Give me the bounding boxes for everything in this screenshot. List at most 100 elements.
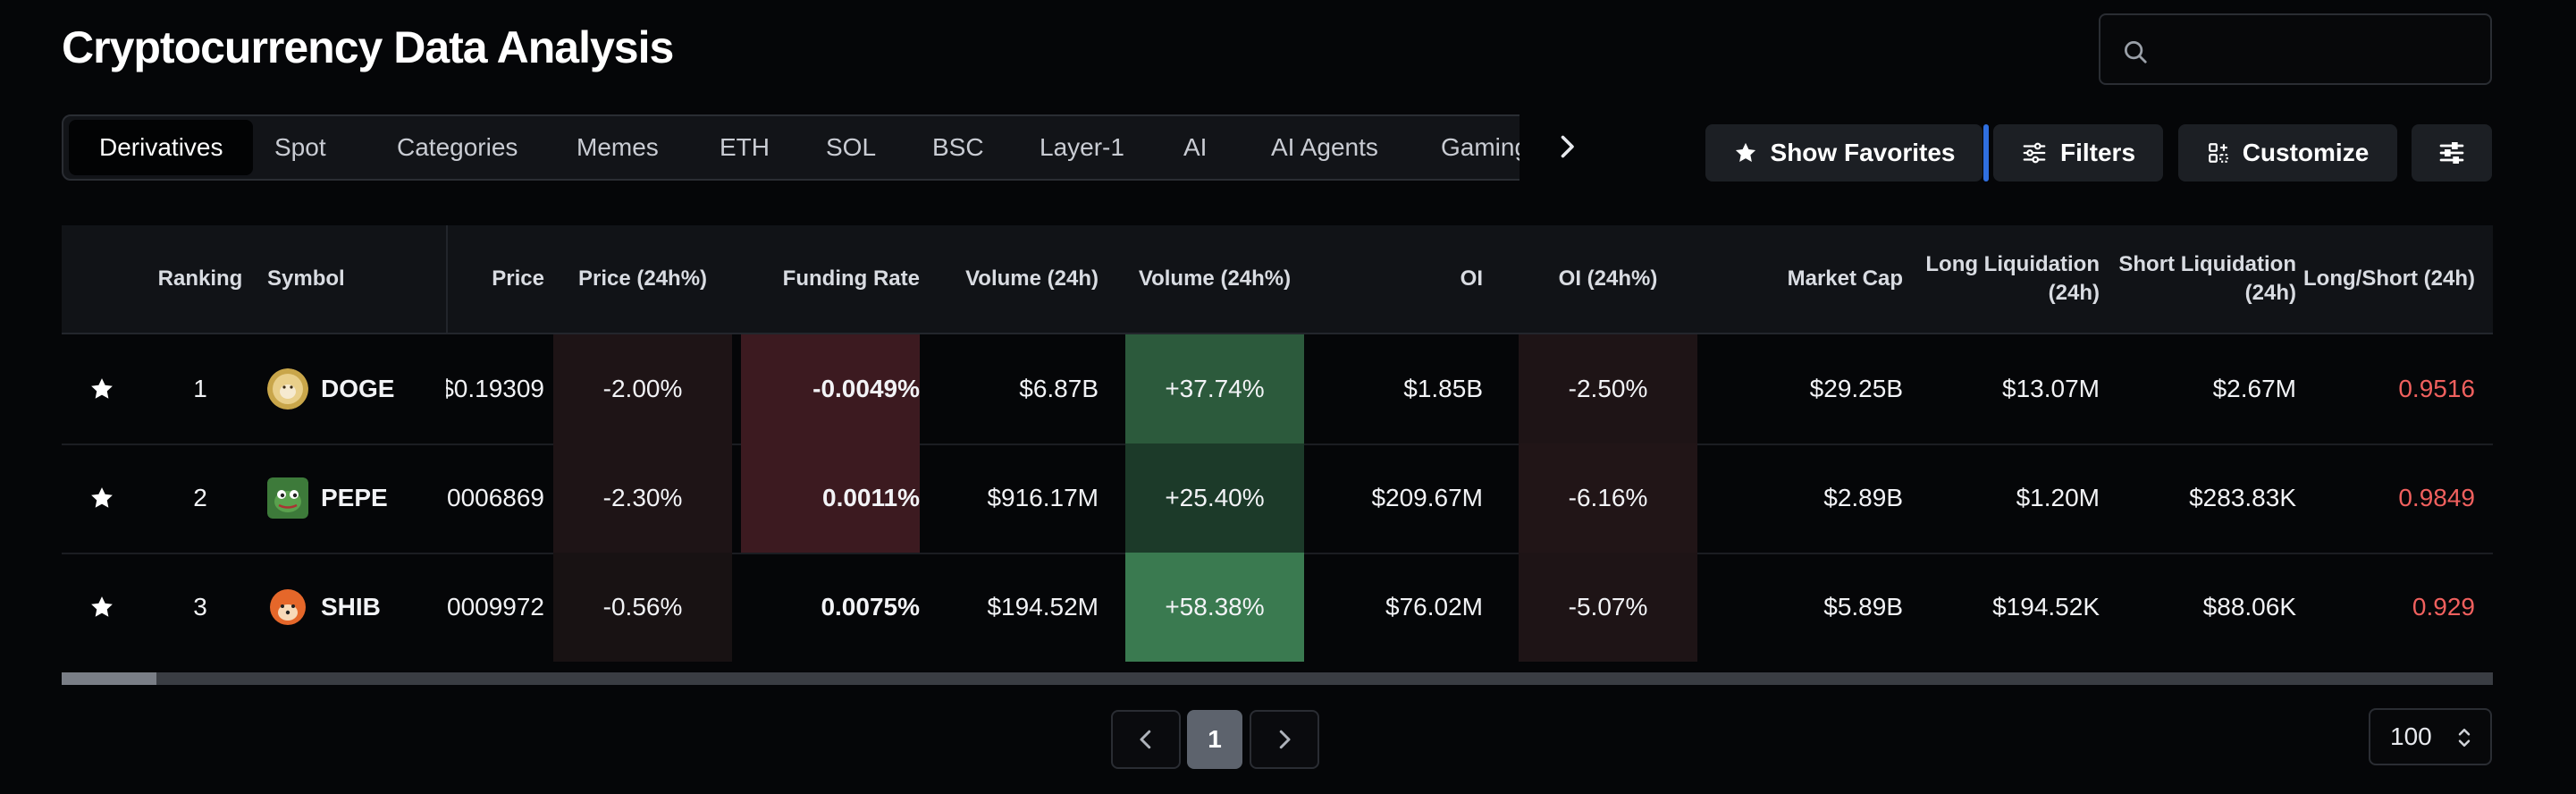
star-icon	[1735, 142, 1755, 163]
header-ranking[interactable]: Ranking	[157, 266, 243, 291]
oi-change: -5.07%	[1568, 593, 1648, 621]
table-row[interactable]: 2 PEPE $0.000006869 -2.30% 0.0011% $916.…	[62, 443, 2493, 554]
header-volume[interactable]: Volume (24h)	[965, 266, 1099, 291]
scrollbar-thumb[interactable]	[62, 672, 156, 685]
long-short-ratio: 0.9516	[2398, 375, 2475, 402]
header-long-liquidation[interactable]: Long Liquidation (24h)	[1903, 225, 2100, 333]
price-change: -2.00%	[602, 375, 683, 402]
price: $0.000009972	[446, 593, 544, 621]
chevron-right-icon[interactable]	[1551, 131, 1583, 163]
sliders-icon	[2023, 142, 2046, 164]
customize-label: Customize	[2242, 139, 2370, 166]
market-cap: $2.89B	[1823, 484, 1903, 511]
header-long-liquidation-line2: (24h)	[2048, 281, 2100, 305]
header-short-liquidation-line1: Short Liquidation	[2118, 252, 2296, 276]
tab-layer-1[interactable]: Layer-1	[1040, 133, 1124, 161]
price: $0.19309	[446, 375, 544, 402]
rank: 2	[193, 484, 207, 511]
page-title: Cryptocurrency Data Analysis	[62, 22, 674, 72]
cell-heat	[553, 443, 732, 553]
favorite-star-icon[interactable]	[80, 553, 124, 662]
favorite-star-icon[interactable]	[80, 443, 124, 553]
filters-button[interactable]: Filters	[1993, 124, 2163, 182]
search-icon	[2125, 41, 2147, 63]
symbol-label: DOGE	[321, 375, 395, 402]
long-short-ratio: 0.9849	[2398, 484, 2475, 511]
tab-categories[interactable]: Categories	[397, 133, 518, 161]
search-box[interactable]	[2099, 13, 2492, 85]
settings-icon	[2439, 142, 2464, 164]
long-liquidation: $13.07M	[2002, 375, 2100, 402]
funding-rate: 0.0075%	[821, 593, 920, 621]
filters-label: Filters	[2059, 139, 2136, 166]
favorite-star-icon[interactable]	[80, 334, 124, 443]
show-favorites-label: Show Favorites	[1770, 139, 1956, 166]
header-oi[interactable]: OI	[1460, 266, 1483, 291]
rows-per-page-value: 100	[2390, 722, 2432, 750]
cell-heat	[1125, 443, 1304, 553]
market-cap: $29.25B	[1809, 375, 1903, 402]
header-long-short[interactable]: Long/Short (24h)	[2303, 266, 2475, 291]
next-page-button[interactable]	[1250, 710, 1319, 769]
price-change: -2.30%	[602, 484, 683, 511]
symbol-cell[interactable]: PEPE	[267, 443, 446, 553]
cell-heat	[741, 334, 920, 443]
horizontal-scrollbar[interactable]	[62, 672, 2493, 685]
long-short-ratio: 0.929	[2412, 593, 2475, 621]
doge-coin-icon	[267, 368, 308, 410]
table-header: Ranking Symbol Price Price (24h%) Fundin…	[62, 225, 2493, 334]
cell-heat	[1519, 443, 1697, 553]
table-row[interactable]: 1 DOGE $0.19309 -2.00% -0.0049% $6.87B +…	[62, 334, 2493, 445]
tab-ai-agents[interactable]: AI Agents	[1271, 133, 1378, 161]
header-price[interactable]: Price	[492, 266, 544, 291]
header-volume-change[interactable]: Volume (24h%)	[1138, 266, 1292, 291]
tab-spot[interactable]: Spot	[274, 133, 326, 161]
cell-heat	[553, 553, 732, 662]
cell-heat	[1125, 334, 1304, 443]
open-interest: $1.85B	[1403, 375, 1483, 402]
chevron-left-icon	[1140, 730, 1151, 749]
short-liquidation: $283.83K	[2189, 484, 2296, 511]
volume-change: +25.40%	[1165, 484, 1265, 511]
volume: $194.52M	[987, 593, 1099, 621]
header-price-change[interactable]: Price (24h%)	[577, 266, 708, 291]
symbol-label: PEPE	[321, 484, 388, 511]
sort-chevrons-icon	[2458, 729, 2471, 747]
table-row[interactable]: 3 SHIB $0.000009972 -0.56% 0.0075% $194.…	[62, 553, 2493, 662]
funding-rate: 0.0011%	[822, 484, 920, 511]
oi-change: -6.16%	[1568, 484, 1648, 511]
symbol-cell[interactable]: SHIB	[267, 553, 446, 662]
tab-ai[interactable]: AI	[1183, 133, 1208, 161]
grid-icon	[2208, 143, 2228, 163]
tab-memes[interactable]: Memes	[577, 133, 659, 161]
column-divider	[446, 225, 448, 333]
tab-bsc[interactable]: BSC	[932, 133, 984, 161]
header-funding-rate[interactable]: Funding Rate	[782, 266, 920, 291]
oi-change: -2.50%	[1568, 375, 1648, 402]
rank: 3	[193, 593, 207, 621]
previous-page-button[interactable]	[1111, 710, 1181, 769]
tab-sol[interactable]: SOL	[826, 133, 877, 161]
header-symbol[interactable]: Symbol	[267, 266, 345, 291]
header-short-liquidation[interactable]: Short Liquidation (24h)	[2109, 225, 2296, 333]
long-liquidation: $1.20M	[2016, 484, 2100, 511]
rows-per-page-select[interactable]: 100	[2369, 708, 2492, 765]
short-liquidation: $2.67M	[2212, 375, 2296, 402]
show-favorites-button[interactable]: Show Favorites	[1705, 124, 1983, 182]
header-market-cap[interactable]: Market Cap	[1787, 266, 1903, 291]
shib-coin-icon	[270, 589, 306, 625]
current-page-button[interactable]: 1	[1187, 710, 1242, 769]
search-input[interactable]	[2163, 24, 2479, 76]
price-change: -0.56%	[602, 593, 683, 621]
tab-derivatives[interactable]: Derivatives	[69, 120, 254, 175]
tab-gaming[interactable]: Gaming	[1441, 133, 1529, 161]
data-table: Ranking Symbol Price Price (24h%) Fundin…	[62, 225, 2493, 662]
header-oi-change[interactable]: OI (24h%)	[1558, 266, 1658, 291]
category-tabs: Derivatives Spot Categories Memes ETH SO…	[62, 114, 1581, 181]
customize-button[interactable]: Customize	[2178, 124, 2397, 182]
tab-eth[interactable]: ETH	[720, 133, 770, 161]
chevron-right-icon	[1279, 730, 1291, 749]
volume: $6.87B	[1019, 375, 1099, 402]
column-settings-button[interactable]	[2412, 124, 2492, 182]
symbol-cell[interactable]: DOGE	[267, 334, 446, 443]
